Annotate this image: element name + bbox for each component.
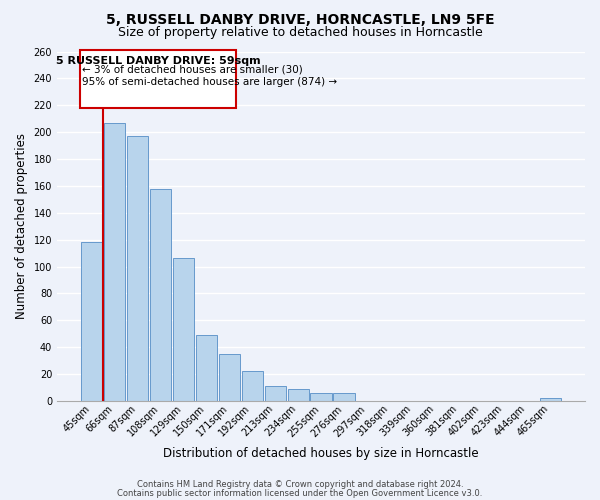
- Bar: [104, 122, 125, 401]
- Text: 5, RUSSELL DANBY DRIVE, HORNCASTLE, LN9 5FE: 5, RUSSELL DANBY DRIVE, HORNCASTLE, LN9 …: [106, 12, 494, 26]
- Text: 95% of semi-detached houses are larger (874) →: 95% of semi-detached houses are larger (…: [82, 77, 338, 87]
- Bar: [218, 354, 240, 401]
- Bar: [287, 389, 308, 401]
- Bar: [540, 398, 561, 401]
- FancyBboxPatch shape: [80, 50, 236, 108]
- Text: Contains HM Land Registry data © Crown copyright and database right 2024.: Contains HM Land Registry data © Crown c…: [137, 480, 463, 489]
- Text: ← 3% of detached houses are smaller (30): ← 3% of detached houses are smaller (30): [82, 65, 303, 75]
- Bar: [242, 372, 263, 401]
- Y-axis label: Number of detached properties: Number of detached properties: [15, 133, 28, 319]
- Bar: [127, 136, 148, 401]
- Text: Size of property relative to detached houses in Horncastle: Size of property relative to detached ho…: [118, 26, 482, 39]
- Bar: [173, 258, 194, 401]
- Bar: [265, 386, 286, 401]
- Bar: [334, 393, 355, 401]
- Text: Contains public sector information licensed under the Open Government Licence v3: Contains public sector information licen…: [118, 488, 482, 498]
- Bar: [196, 335, 217, 401]
- X-axis label: Distribution of detached houses by size in Horncastle: Distribution of detached houses by size …: [163, 447, 479, 460]
- Bar: [310, 393, 332, 401]
- Bar: [81, 242, 102, 401]
- Text: 5 RUSSELL DANBY DRIVE: 59sqm: 5 RUSSELL DANBY DRIVE: 59sqm: [56, 56, 260, 66]
- Bar: [150, 188, 171, 401]
